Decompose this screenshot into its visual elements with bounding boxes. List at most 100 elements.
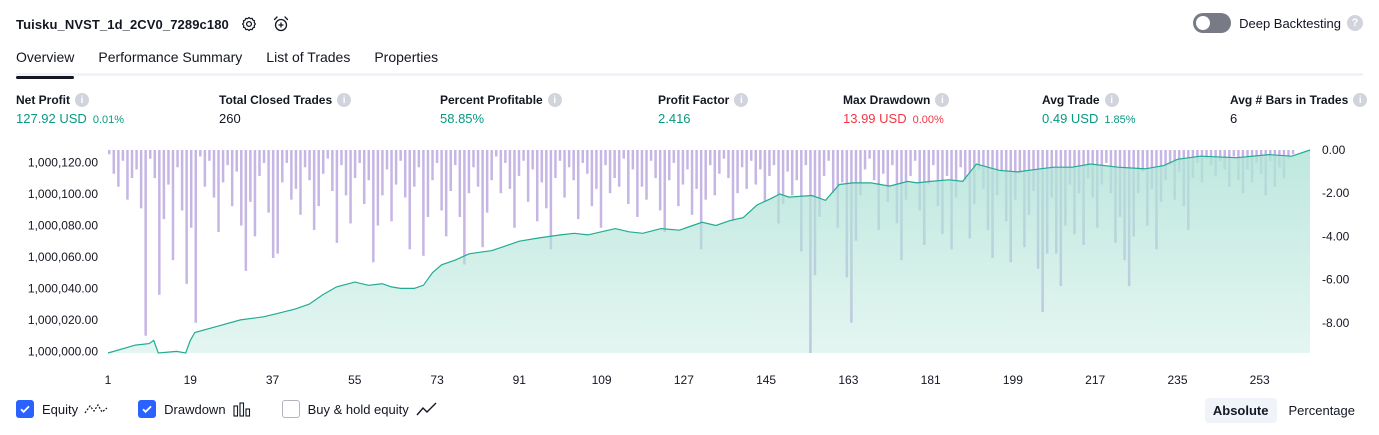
drawdown-bar xyxy=(522,150,525,161)
drawdown-bar xyxy=(863,150,867,170)
drawdown-bar xyxy=(781,150,785,204)
metric-label: Net Profit xyxy=(16,93,70,107)
drawdown-bar xyxy=(604,150,607,166)
metric-avg-trade: Avg Trade i 0.49 USD 1.85% xyxy=(1042,93,1136,126)
info-icon[interactable]: i xyxy=(337,93,352,107)
buyhold-checkbox[interactable] xyxy=(281,400,300,418)
drawdown-bar xyxy=(185,150,188,284)
drawdown-checkbox[interactable] xyxy=(138,400,157,418)
drawdown-bar xyxy=(1000,150,1003,172)
info-icon[interactable]: i xyxy=(75,93,89,107)
drawdown-bar xyxy=(499,150,503,194)
equity-checkbox[interactable] xyxy=(16,400,34,418)
right-axis-tick: -2.00 xyxy=(1322,186,1350,200)
drawdown-bar xyxy=(695,150,698,189)
buyhold-toggle[interactable]: Buy & hold equity xyxy=(281,400,439,418)
drawdown-bar xyxy=(408,150,411,250)
drawdown-bar xyxy=(326,150,330,159)
drawdown-bar xyxy=(303,150,307,168)
drawdown-bar xyxy=(108,150,111,155)
drawdown-bar xyxy=(554,150,557,179)
drawdown-bar xyxy=(476,150,480,187)
metric-label: Avg Trade xyxy=(1042,93,1100,107)
drawdown-bar xyxy=(558,150,562,161)
drawdown-bar xyxy=(463,150,466,265)
equity-toggle[interactable]: Equity xyxy=(16,400,108,418)
drawdown-bar xyxy=(167,150,170,185)
x-axis-tick: 55 xyxy=(348,373,362,387)
drawdown-bar xyxy=(886,150,890,202)
tab-properties[interactable]: Properties xyxy=(374,49,439,65)
tab-list-of-trades[interactable]: List of Trades xyxy=(266,49,351,65)
left-axis-tick: 1,000,020.00 xyxy=(28,313,98,327)
drawdown-bar xyxy=(417,150,421,168)
equity-drawdown-chart: 1,000,120.00 1,000,100.00 1,000,080.00 1,00… xyxy=(28,143,1350,387)
drawdown-bar xyxy=(144,150,147,336)
drawdown-toggle[interactable]: Drawdown xyxy=(138,400,251,418)
drawdown-bar xyxy=(658,150,662,211)
info-icon[interactable]: i xyxy=(935,93,950,107)
drawdown-bar xyxy=(608,150,612,194)
settings-icon[interactable] xyxy=(237,12,261,36)
help-icon[interactable]: ? xyxy=(1347,15,1363,31)
drawdown-bar xyxy=(381,150,384,196)
drawdown-bar xyxy=(1105,150,1108,163)
x-axis-tick: 1 xyxy=(105,373,112,387)
drawdown-bar xyxy=(945,150,949,176)
right-axis-tick: -8.00 xyxy=(1322,316,1350,330)
drawdown-bar xyxy=(563,150,566,198)
right-axis-tick: -4.00 xyxy=(1322,229,1350,243)
x-axis-tick: 145 xyxy=(756,373,776,387)
drawdown-bar xyxy=(472,150,475,168)
metric-net-profit: Net Profit i 127.92 USD 0.01% xyxy=(16,93,124,126)
tab-overview[interactable]: Overview xyxy=(16,46,75,79)
drawdown-bar xyxy=(399,150,402,161)
bar-chart-icon xyxy=(232,401,252,417)
drawdown-bar xyxy=(189,150,193,228)
drawdown-bar xyxy=(285,150,289,163)
drawdown-bar xyxy=(271,150,275,258)
info-icon[interactable]: i xyxy=(734,93,749,107)
percentage-button[interactable]: Percentage xyxy=(1288,403,1356,418)
absolute-button[interactable]: Absolute xyxy=(1204,398,1277,423)
drawdown-bar xyxy=(963,150,967,181)
info-icon[interactable]: i xyxy=(1353,93,1368,107)
drawdown-bar xyxy=(148,150,152,159)
info-icon[interactable]: i xyxy=(1104,93,1119,107)
drawdown-bar xyxy=(240,150,243,226)
drawdown-bar xyxy=(267,150,270,213)
drawdown-bar xyxy=(1018,150,1022,174)
left-axis-tick: 1,000,060.00 xyxy=(28,250,98,264)
drawdown-bar xyxy=(882,150,885,174)
drawdown-bar xyxy=(818,150,821,217)
drawdown-bar xyxy=(230,150,234,207)
strategy-header: Tuisku_NVST_1d_2CV0_7289c180 xyxy=(16,12,293,36)
drawdown-bar xyxy=(367,150,371,181)
drawdown-bar xyxy=(745,150,748,189)
drawdown-bar xyxy=(768,150,771,176)
deep-backtesting-toggle[interactable] xyxy=(1193,13,1232,33)
drawdown-bar xyxy=(444,150,448,237)
drawdown-bar xyxy=(754,150,758,185)
drawdown-bar xyxy=(645,150,648,200)
info-icon[interactable]: i xyxy=(547,93,562,107)
metric-label: Total Closed Trades xyxy=(219,93,333,107)
drawdown-bar xyxy=(617,150,621,187)
drawdown-bar xyxy=(977,150,981,170)
drawdown-bar xyxy=(440,150,443,211)
drawdown-bar xyxy=(513,150,516,228)
drawdown-bar xyxy=(449,150,452,192)
trend-line-icon xyxy=(415,401,439,417)
drawdown-bar xyxy=(331,150,334,192)
metric-percent-profitable: Percent Profitable i 58.85% xyxy=(440,93,562,126)
metric-label: Avg # Bars in Trades xyxy=(1230,93,1349,107)
drawdown-bar xyxy=(526,150,530,202)
drawdown-bar xyxy=(495,150,498,157)
drawdown-bar xyxy=(262,150,266,163)
alarm-clock-add-icon[interactable] xyxy=(269,12,293,36)
drawdown-bar xyxy=(690,150,694,215)
drawdown-bar xyxy=(804,150,808,166)
drawdown-bar xyxy=(358,150,361,163)
drawdown-bar xyxy=(162,150,166,220)
tab-performance-summary[interactable]: Performance Summary xyxy=(98,49,243,65)
